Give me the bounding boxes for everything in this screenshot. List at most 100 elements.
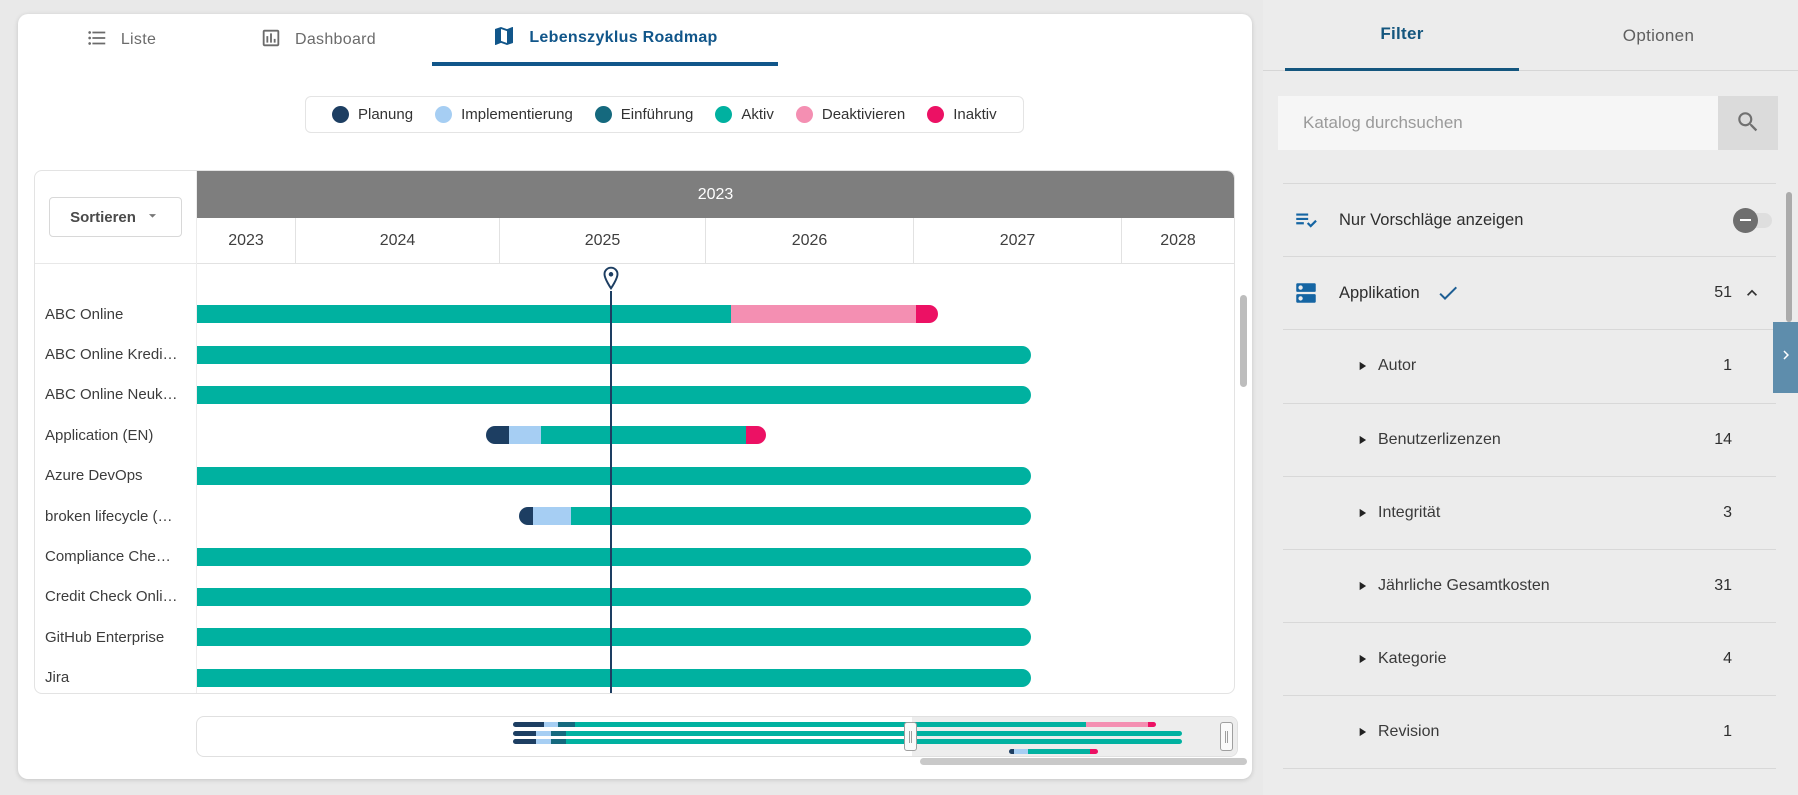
gantt-bar-inaktiv[interactable] xyxy=(746,426,766,445)
nur-vorschlaege-toggle[interactable] xyxy=(1733,207,1772,233)
gantt-bar-deaktivieren[interactable] xyxy=(731,305,916,324)
year-cell-2027[interactable]: 2027 xyxy=(913,218,1121,263)
expand-triangle-icon xyxy=(1355,433,1369,447)
gantt-bar-aktiv[interactable] xyxy=(197,628,1031,647)
facet-row-j-hrliche-gesamtkosten[interactable]: Jährliche Gesamtkosten 31 xyxy=(1283,549,1776,622)
year-cell-2028[interactable]: 2028 xyxy=(1121,218,1234,263)
tab-filter[interactable]: Filter xyxy=(1285,0,1519,71)
sidebar-tabbar: Filter Optionen xyxy=(1263,0,1798,71)
minimap-bar-aktiv xyxy=(575,722,1086,727)
minimap-bar-aktiv xyxy=(1028,748,1090,754)
facet-label: Benutzerlizenzen xyxy=(1378,430,1501,448)
group-row-label: Applikation xyxy=(1339,283,1420,302)
list-end-divider xyxy=(1283,768,1776,769)
facet-label: Jährliche Gesamtkosten xyxy=(1378,577,1550,594)
facet-row-kategorie[interactable]: Kategorie 4 xyxy=(1283,622,1776,695)
map-icon xyxy=(492,24,516,53)
gantt-row-label: Jira xyxy=(45,669,70,687)
gantt-row-label: Credit Check Onli… xyxy=(45,588,178,606)
timeline-horizontal-scrollbar[interactable] xyxy=(920,758,1247,765)
legend-label: Planung xyxy=(358,106,414,123)
gantt-bar-aktiv[interactable] xyxy=(197,386,1031,404)
gantt-chart-area: 2023 2023 2024 2025 2026 2027 2028 xyxy=(197,171,1234,693)
tab-liste[interactable]: Liste xyxy=(48,14,194,66)
timeline-year-row: 2023 2024 2025 2026 2027 2028 xyxy=(197,218,1234,264)
year-cell-2026[interactable]: 2026 xyxy=(705,218,913,263)
gantt-bar-planung[interactable] xyxy=(519,507,533,526)
legend-swatch-einfuehrung xyxy=(594,106,612,123)
gantt-bar-aktiv[interactable] xyxy=(197,466,1031,485)
toggle-row-nur-vorschlaege[interactable]: Nur Vorschläge anzeigen xyxy=(1283,183,1776,256)
gantt-bar-aktiv[interactable] xyxy=(197,668,1031,687)
gantt-bar-planung[interactable] xyxy=(486,426,509,445)
gantt-bar-implementierung[interactable] xyxy=(533,507,571,526)
facet-count: 1 xyxy=(1723,357,1732,375)
facet-row-revision[interactable]: Revision 1 xyxy=(1283,695,1776,768)
sort-button[interactable]: Sortieren xyxy=(49,197,182,237)
minimap-bar-einfuehrung xyxy=(551,730,566,736)
tab-lebenszyklus-roadmap[interactable]: Lebenszyklus Roadmap xyxy=(432,14,778,66)
legend-swatch-aktiv xyxy=(715,106,733,123)
year-cell-2025[interactable]: 2025 xyxy=(499,218,705,263)
legend-swatch-implementierung xyxy=(435,106,453,123)
legend-label: Inaktiv xyxy=(953,106,997,123)
chart-vertical-scrollbar[interactable] xyxy=(1240,295,1247,387)
toggle-knob xyxy=(1733,207,1758,233)
gantt-bar-aktiv[interactable] xyxy=(197,345,1031,364)
chevron-up-icon xyxy=(1742,283,1762,303)
tab-optionen[interactable]: Optionen xyxy=(1519,0,1798,71)
gantt-bar-aktiv[interactable] xyxy=(197,305,731,324)
minimap-brush-handle-right[interactable] xyxy=(1220,722,1233,751)
legend-label: Einführung xyxy=(620,106,694,123)
facet-count: 14 xyxy=(1714,430,1732,448)
search-input[interactable] xyxy=(1278,96,1718,150)
gantt-row-label: ABC Online Kredi… xyxy=(45,346,178,364)
legend-label: Aktiv xyxy=(741,106,774,123)
tab-dashboard[interactable]: Dashboard xyxy=(243,14,393,66)
search-button[interactable] xyxy=(1718,96,1778,150)
facet-row-integrit-t[interactable]: Integrität 3 xyxy=(1283,475,1776,549)
toggle-row-label: Nur Vorschläge anzeigen xyxy=(1339,210,1524,229)
chevron-right-icon xyxy=(1777,346,1795,369)
minimap-bar-planung xyxy=(1009,748,1014,754)
legend-swatch-deaktivieren xyxy=(795,106,813,123)
gantt-bar-aktiv[interactable] xyxy=(571,507,1031,526)
minimap-bar-aktiv xyxy=(566,730,1182,736)
year-cell-2023[interactable]: 2023 xyxy=(228,231,264,249)
minimap-bar-planung xyxy=(513,739,536,744)
gantt-bar-aktiv[interactable] xyxy=(541,426,746,445)
gantt-bar-implementierung[interactable] xyxy=(509,426,541,445)
minimap-bar-implementierung xyxy=(544,722,558,727)
handle-grip xyxy=(909,730,912,743)
legend-swatch-planung xyxy=(332,106,349,123)
timeline-minimap[interactable] xyxy=(196,716,1238,757)
sidebar-expand-handle[interactable] xyxy=(1773,322,1798,393)
legend-label: Deaktivieren xyxy=(821,106,906,123)
catalog-search xyxy=(1278,96,1778,150)
minimap-bar-implementierung xyxy=(536,730,551,736)
group-row-applikation[interactable]: Applikation 51 xyxy=(1283,256,1776,329)
gantt-bar-inaktiv[interactable] xyxy=(916,305,938,324)
gantt-bar-aktiv[interactable] xyxy=(197,588,1031,606)
minimap-bar-einfuehrung xyxy=(558,722,575,727)
search-icon xyxy=(1735,109,1761,138)
gantt-bar-aktiv[interactable] xyxy=(197,547,1031,566)
facet-row-autor[interactable]: Autor 1 xyxy=(1283,329,1776,402)
legend-item-implementierung: Implementierung xyxy=(435,106,573,123)
minimap-brush-handle-left[interactable] xyxy=(904,722,917,751)
today-marker-line xyxy=(610,291,612,693)
dashboard-icon xyxy=(260,27,282,54)
gantt-panel: Sortieren ABC Online ABC Online Kredi… ABC… xyxy=(34,170,1235,694)
legend-item-inaktiv: Inaktiv xyxy=(927,106,997,123)
facet-row-benutzerlizenzen[interactable]: Benutzerlizenzen 14 xyxy=(1283,402,1776,476)
gantt-row-label: GitHub Enterprise xyxy=(45,628,165,646)
gantt-row-label: Application (EN) xyxy=(45,426,154,444)
facet-count: 1 xyxy=(1723,723,1732,741)
today-marker-pin-icon xyxy=(598,264,624,292)
view-tabbar: Liste Dashboard Lebenszyklus Roadmap xyxy=(18,14,1252,66)
minimap-bar-einfuehrung xyxy=(551,739,566,744)
sidebar-scrollbar[interactable] xyxy=(1786,192,1792,322)
legend-item-einfuehrung: Einführung xyxy=(594,106,694,123)
year-cell-2024[interactable]: 2024 xyxy=(295,218,499,263)
